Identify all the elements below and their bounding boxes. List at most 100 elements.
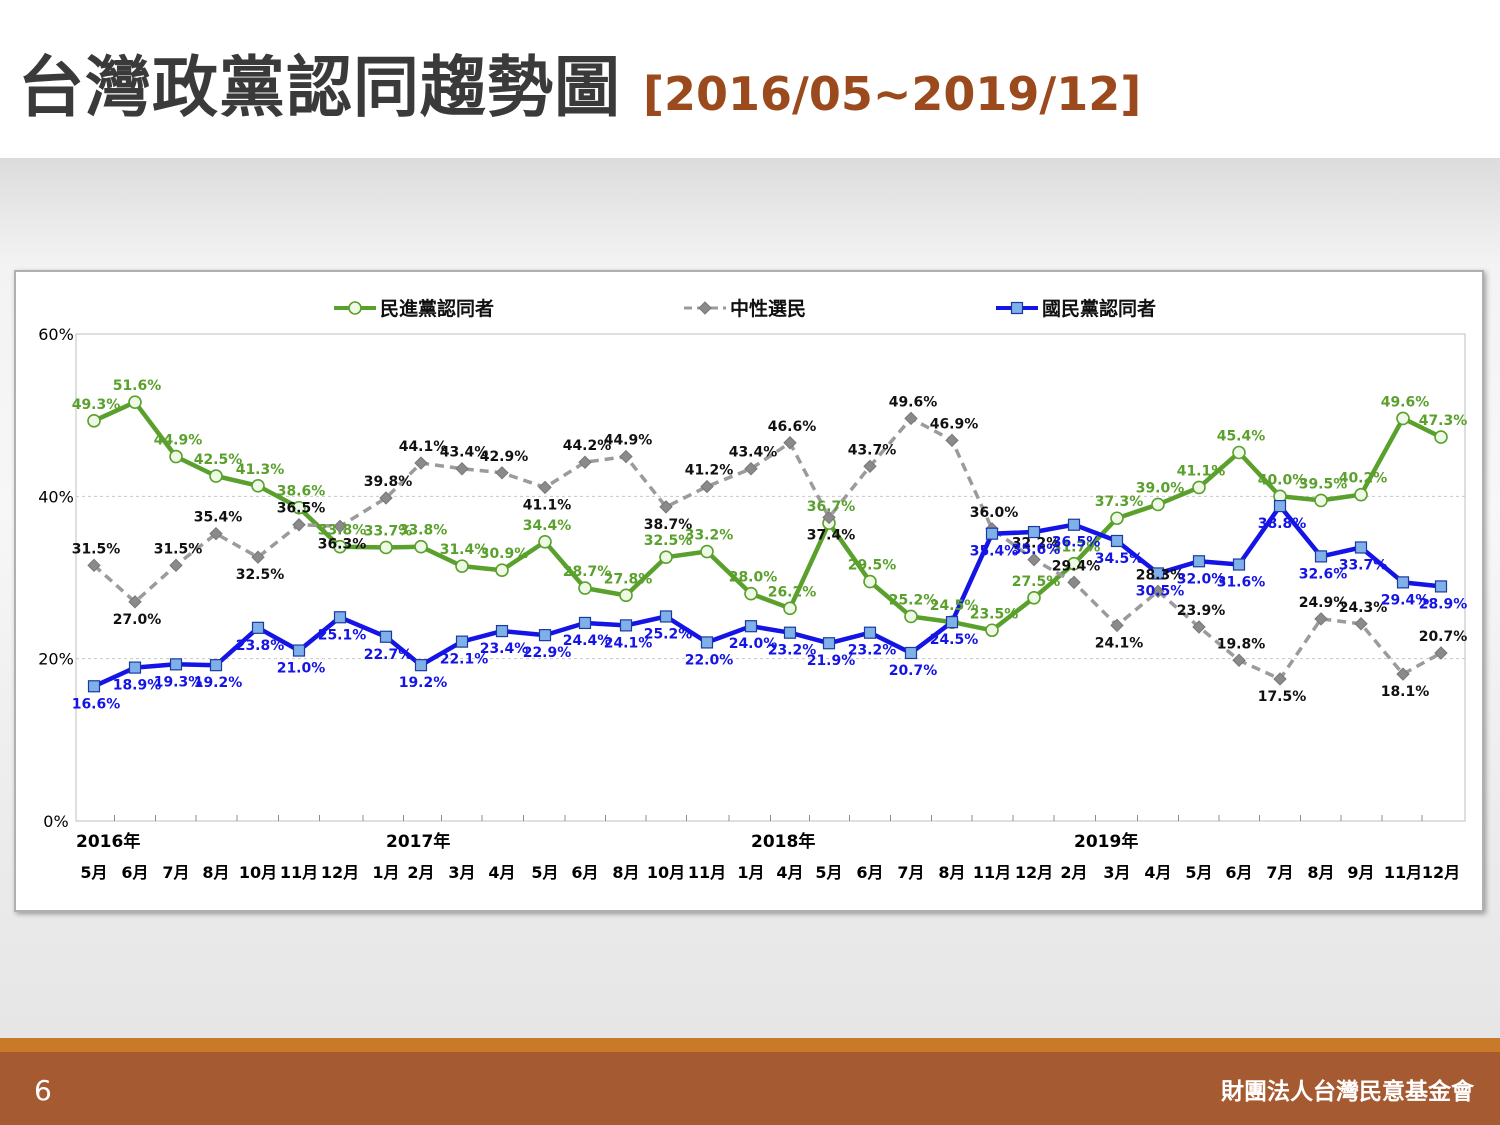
data-label-2: 30.5% xyxy=(1136,583,1185,599)
data-label-1: 31.5% xyxy=(154,541,203,557)
data-label-2: 24.0% xyxy=(729,636,778,652)
data-label-1: 44.9% xyxy=(604,433,653,449)
data-label-0: 33.7% xyxy=(364,523,413,539)
x-tick-label: 11月 xyxy=(280,863,318,882)
data-label-2: 24.1% xyxy=(604,635,653,651)
data-point-0 xyxy=(863,574,877,589)
data-point-1 xyxy=(128,595,142,609)
y-tick-label: 0% xyxy=(43,812,68,831)
x-year-label: 2017年 xyxy=(386,831,450,852)
data-point-2 xyxy=(1027,525,1041,539)
data-point-2 xyxy=(1434,580,1448,593)
data-label-0: 39.0% xyxy=(1136,480,1185,496)
data-label-0: 45.4% xyxy=(1217,429,1266,445)
data-label-1: 43.4% xyxy=(729,445,778,461)
data-point-2 xyxy=(1396,576,1410,589)
data-point-2 xyxy=(863,626,877,639)
x-tick-label: 10月 xyxy=(239,863,277,882)
data-label-1: 37.4% xyxy=(807,527,856,543)
data-point-2 xyxy=(87,680,101,693)
data-label-1: 17.5% xyxy=(1258,689,1307,705)
data-point-2 xyxy=(455,635,469,648)
data-label-0: 31.7% xyxy=(1052,540,1101,556)
x-tick-label: 2月 xyxy=(1060,863,1087,882)
data-label-0: 29.5% xyxy=(848,558,897,574)
data-label-0: 37.3% xyxy=(1095,494,1144,510)
data-label-1: 32.5% xyxy=(236,567,285,583)
data-label-1: 32.2% xyxy=(1012,536,1061,552)
data-point-1 xyxy=(1232,653,1246,667)
data-point-1 xyxy=(1273,672,1287,686)
data-point-1 xyxy=(414,456,428,470)
data-label-2: 19.2% xyxy=(194,675,243,691)
data-point-1 xyxy=(659,500,673,514)
series-line-2 xyxy=(93,503,1442,689)
data-label-2: 18.9% xyxy=(113,678,162,694)
data-label-2: 23.8% xyxy=(236,638,285,654)
data-label-0: 28.7% xyxy=(563,564,612,580)
data-point-1 xyxy=(700,479,714,494)
data-label-2: 23.2% xyxy=(768,643,817,659)
data-label-0: 36.7% xyxy=(807,499,856,515)
data-label-1: 29.4% xyxy=(1052,558,1101,574)
data-label-2: 21.0% xyxy=(277,661,326,677)
data-point-1 xyxy=(495,466,509,480)
data-point-1 xyxy=(292,518,306,532)
data-point-1 xyxy=(455,462,469,476)
series-line-1 xyxy=(92,416,1442,681)
data-point-2 xyxy=(209,659,223,672)
data-point-0 xyxy=(495,563,509,577)
data-point-1 xyxy=(538,480,552,495)
data-point-0 xyxy=(455,559,469,573)
data-label-0: 51.6% xyxy=(113,378,162,394)
data-label-1: 43.4% xyxy=(440,445,489,461)
data-point-2 xyxy=(379,630,393,643)
data-label-0: 23.5% xyxy=(970,606,1019,622)
x-year-label: 2016年 xyxy=(76,831,140,852)
data-label-1: 38.7% xyxy=(644,517,693,533)
data-point-1 xyxy=(1314,612,1328,626)
data-point-0 xyxy=(1314,493,1328,508)
x-tick-label: 8月 xyxy=(202,863,229,882)
data-point-0 xyxy=(292,500,306,515)
data-label-1: 24.1% xyxy=(1095,635,1144,651)
data-label-2: 31.6% xyxy=(1217,575,1266,591)
data-label-0: 41.3% xyxy=(236,462,285,478)
data-point-0 xyxy=(1434,430,1448,444)
data-label-2: 24.5% xyxy=(930,632,979,648)
data-point-0 xyxy=(128,395,142,409)
chart-frame: 0% 20% 40% 60% 5月 6月 7月 8月 10月 11月 12月 1月 2月 3月 4月 5月 6月… xyxy=(14,270,1484,912)
data-label-2: 16.6% xyxy=(72,696,121,712)
y-tick-label: 40% xyxy=(38,487,74,506)
data-label-1: 39.8% xyxy=(364,474,413,490)
data-label-1: 36.5% xyxy=(277,501,326,517)
x-tick-label: 4月 xyxy=(776,863,803,882)
data-point-0 xyxy=(904,609,918,624)
data-label-2: 32.0% xyxy=(1177,571,1226,587)
legend-label-0: 民進黨認同者 xyxy=(380,297,494,320)
data-label-1: 31.5% xyxy=(72,541,121,557)
footer-bar: 6 財團法人台灣民意基金會 xyxy=(0,1052,1500,1125)
legend-marker-1 xyxy=(698,301,712,315)
data-point-0 xyxy=(659,550,673,565)
data-label-0: 44.9% xyxy=(154,433,203,449)
data-label-2: 33.7% xyxy=(1339,557,1388,573)
x-tick-label: 8月 xyxy=(938,863,965,882)
x-tick-label: 12月 xyxy=(1015,863,1053,882)
data-label-0: 47.3% xyxy=(1419,413,1468,429)
data-point-0 xyxy=(1192,480,1206,495)
data-point-2 xyxy=(1067,518,1081,531)
data-label-1: 24.9% xyxy=(1299,595,1348,611)
x-tick-label: 4月 xyxy=(1144,863,1171,882)
data-label-0: 25.2% xyxy=(889,592,938,608)
data-point-0 xyxy=(783,601,797,616)
data-label-0: 40.2% xyxy=(1339,471,1388,487)
data-label-2: 34.5% xyxy=(1095,551,1144,567)
data-label-1: 41.2% xyxy=(685,463,734,479)
data-label-1: 18.1% xyxy=(1381,684,1430,700)
x-tick-label: 5月 xyxy=(1185,863,1212,882)
legend-marker-2 xyxy=(1010,301,1024,315)
data-point-0 xyxy=(578,581,592,595)
data-point-2 xyxy=(538,629,552,642)
data-point-1 xyxy=(863,459,877,474)
